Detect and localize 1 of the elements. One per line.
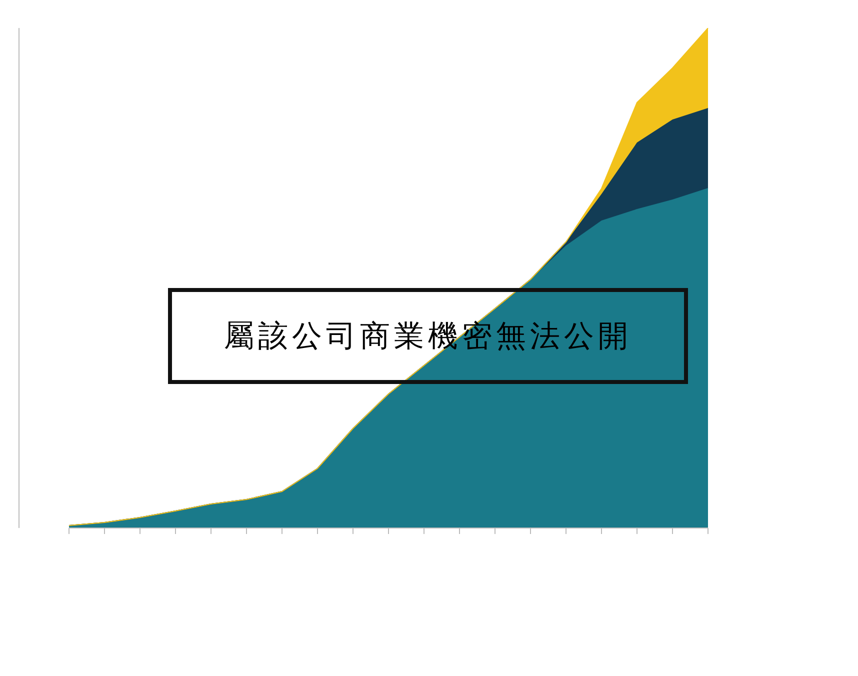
annotation: 屬該公司商業機密無法公開	[168, 288, 688, 384]
